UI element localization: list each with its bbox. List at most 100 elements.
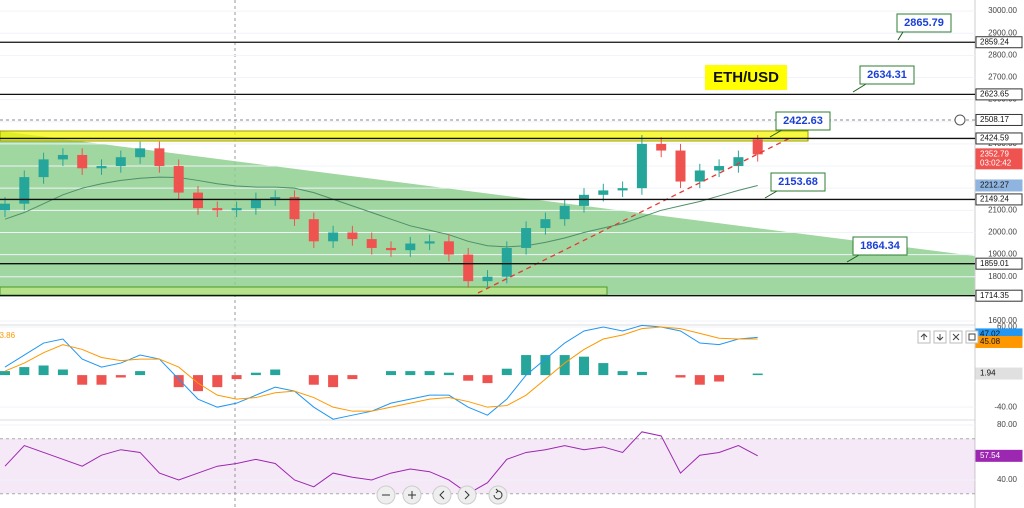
y-tick-label: -40.00 xyxy=(994,402,1017,411)
histogram-bar xyxy=(96,375,107,385)
level-tag: 1859.01 xyxy=(980,259,1009,268)
level-tag-box xyxy=(975,289,1023,302)
candle-body xyxy=(521,228,532,248)
histogram-tag: 1.94 xyxy=(980,369,996,378)
trend-line xyxy=(477,137,791,294)
candle-body xyxy=(752,139,763,155)
candle-body xyxy=(366,239,377,248)
candle-body xyxy=(96,166,107,169)
macd-line xyxy=(4,326,758,412)
y-tick-label: 2700.00 xyxy=(988,73,1017,82)
candle-body xyxy=(482,276,493,282)
candle-body xyxy=(617,188,628,191)
histogram-bar xyxy=(540,355,551,376)
histogram-bar xyxy=(443,372,454,376)
dashed-level-tag: 2508.17 xyxy=(980,115,1009,124)
candle-body xyxy=(193,192,203,209)
candle-body xyxy=(328,232,339,242)
histogram-bar xyxy=(57,369,68,376)
y-tick-label: 40.00 xyxy=(997,475,1018,484)
histogram-bar xyxy=(347,375,358,380)
candle-body xyxy=(115,157,126,167)
y-tick-label: 2900.00 xyxy=(988,28,1017,37)
histogram-tag-box xyxy=(975,367,1023,380)
nav-icons xyxy=(382,488,503,500)
rsi-line xyxy=(4,431,758,495)
ma-tag: 2212.27 xyxy=(980,181,1009,190)
histogram-bar xyxy=(501,368,512,376)
callout-pointer xyxy=(852,83,867,93)
pane-buttons xyxy=(917,330,979,344)
level-tag: 2623.65 xyxy=(980,89,1009,98)
candle-body xyxy=(0,203,10,211)
level-tag: 2149.24 xyxy=(980,195,1009,204)
rsi-pane: 80.00 40.00 xyxy=(0,420,1018,495)
candle-body xyxy=(443,241,454,255)
candle-body xyxy=(231,208,242,211)
candle-body xyxy=(154,148,165,167)
histogram-bar xyxy=(752,373,763,376)
scroll-right-button[interactable] xyxy=(457,485,477,505)
y-tick-label: 3000.00 xyxy=(988,6,1017,15)
macd-line xyxy=(4,324,758,420)
y-tick-label: 1600.00 xyxy=(988,316,1017,325)
support-zone xyxy=(0,286,608,296)
rsi-tag-box xyxy=(975,449,1023,462)
candle-body xyxy=(405,243,416,251)
level-tag: 2859.24 xyxy=(980,37,1009,46)
reset-button[interactable] xyxy=(488,485,508,505)
candle-body xyxy=(675,150,686,182)
callout-pointer xyxy=(846,254,860,263)
candle-body xyxy=(308,219,319,242)
histogram-bar xyxy=(212,375,223,388)
y-tick-label: 2000.00 xyxy=(988,228,1017,237)
callout-label: 2865.79 xyxy=(904,17,944,29)
histogram-bar xyxy=(231,375,242,380)
candle-body xyxy=(694,170,705,182)
y-tick-label: 2100.00 xyxy=(988,205,1017,214)
candle-body xyxy=(598,190,609,195)
candle-body xyxy=(173,166,184,193)
candle-body xyxy=(289,197,300,220)
candle-body xyxy=(579,194,589,206)
candle-body xyxy=(386,247,396,251)
callout-label: 2422.63 xyxy=(783,115,823,127)
price-pane: 3000.002900.002800.002700.002600.002500.… xyxy=(0,6,1018,325)
histogram-bar xyxy=(386,371,396,376)
scroll-left-button[interactable] xyxy=(432,485,452,505)
down-icon xyxy=(936,334,944,341)
candle-body xyxy=(424,241,435,244)
histogram-bar xyxy=(115,375,126,378)
histogram-bar xyxy=(694,375,705,385)
callout-label: 1864.34 xyxy=(860,240,901,252)
histogram-bar xyxy=(617,371,628,376)
candle-body xyxy=(38,159,49,178)
histogram-bar xyxy=(0,371,10,376)
candle-body xyxy=(250,199,261,209)
title-box xyxy=(705,65,787,90)
histogram-bar xyxy=(463,375,474,381)
maximize-button[interactable] xyxy=(965,330,979,344)
candle-body xyxy=(714,166,725,171)
x-icon xyxy=(952,333,960,341)
histogram-bar xyxy=(714,375,725,382)
y-tick-label: 80.00 xyxy=(997,420,1018,429)
histogram-bar xyxy=(405,371,416,376)
y-tick-label: 60.00 xyxy=(997,322,1018,331)
dashed-level-tag-box xyxy=(975,113,1023,126)
callout-box xyxy=(896,13,952,33)
histogram-bar xyxy=(270,369,281,376)
histogram-bar xyxy=(308,375,319,385)
resistance-zone xyxy=(0,130,809,142)
callout-box xyxy=(859,65,915,85)
histogram-bar xyxy=(521,355,532,376)
candle-body xyxy=(135,148,146,158)
histogram-bar xyxy=(559,355,570,376)
title: ETH/USD xyxy=(713,69,779,86)
candle-body xyxy=(636,143,647,189)
y-tick-label: 2800.00 xyxy=(988,50,1017,59)
candle-body xyxy=(57,154,68,160)
add-alert-button[interactable] xyxy=(954,114,966,126)
callout-box xyxy=(852,236,908,256)
